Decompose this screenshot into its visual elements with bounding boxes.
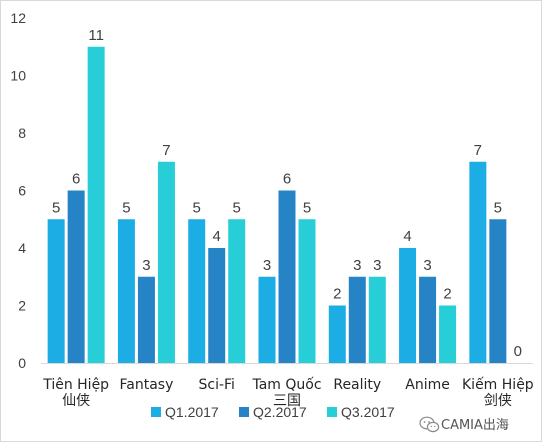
bar bbox=[87, 46, 105, 363]
data-label: 3 bbox=[142, 257, 150, 274]
data-label: 6 bbox=[72, 171, 80, 188]
legend-swatch bbox=[327, 407, 337, 417]
data-label: 3 bbox=[353, 257, 361, 274]
bar bbox=[278, 190, 296, 363]
x-tick-label: Sci-Fi bbox=[198, 377, 234, 393]
legend-label: Q2.2017 bbox=[253, 404, 307, 420]
data-label: 5 bbox=[52, 199, 60, 216]
x-tick-label: Tam Quốc 三国 bbox=[251, 376, 321, 409]
bar bbox=[47, 219, 65, 363]
bar bbox=[298, 219, 316, 363]
x-tick-label: Reality bbox=[333, 377, 381, 393]
bar bbox=[399, 248, 417, 363]
data-label: 3 bbox=[423, 257, 431, 274]
bar bbox=[368, 276, 386, 363]
x-axis: Tiên Hiệp 仙侠 Fantasy Sci-Fi Tam Quốc 三国 Realit… bbox=[42, 376, 534, 409]
legend-swatch bbox=[239, 407, 249, 417]
bar bbox=[137, 276, 155, 363]
y-tick-label: 2 bbox=[18, 298, 26, 314]
bar bbox=[328, 305, 346, 363]
bar bbox=[439, 305, 457, 363]
y-tick-label: 0 bbox=[18, 355, 26, 371]
data-label: 5 bbox=[193, 199, 201, 216]
x-tick-label: Kiếm Hiệp 剑侠 bbox=[462, 376, 534, 409]
data-label: 7 bbox=[162, 142, 170, 159]
data-label: 5 bbox=[122, 199, 130, 216]
wechat-icon bbox=[419, 416, 440, 433]
data-label: 3 bbox=[263, 257, 271, 274]
bar bbox=[188, 219, 206, 363]
y-axis: 0 2 4 6 8 10 12 bbox=[10, 10, 26, 371]
y-tick-label: 10 bbox=[10, 68, 26, 84]
legend-label: Q3.2017 bbox=[341, 404, 395, 420]
y-tick-label: 4 bbox=[18, 240, 26, 256]
bar bbox=[258, 276, 276, 363]
x-tick-label: Fantasy bbox=[119, 377, 173, 393]
y-tick-label: 6 bbox=[18, 183, 26, 199]
bar bbox=[348, 276, 366, 363]
watermark: CAMIA出海 bbox=[419, 416, 509, 433]
data-label: 4 bbox=[213, 228, 221, 245]
bar bbox=[419, 276, 437, 363]
data-label: 11 bbox=[88, 27, 104, 44]
legend-swatch bbox=[151, 407, 161, 417]
data-label: 0 bbox=[514, 343, 522, 360]
data-label: 5 bbox=[303, 199, 311, 216]
data-label: 4 bbox=[403, 228, 411, 245]
data-label: 7 bbox=[474, 142, 482, 159]
bars-group bbox=[47, 46, 507, 363]
bar bbox=[228, 219, 246, 363]
data-label: 5 bbox=[233, 199, 241, 216]
data-label: 2 bbox=[443, 286, 451, 303]
y-tick-label: 8 bbox=[18, 125, 26, 141]
watermark-text: CAMIA出海 bbox=[441, 418, 509, 433]
bar bbox=[117, 219, 135, 363]
x-tick-label: Anime bbox=[405, 377, 450, 393]
data-label: 6 bbox=[283, 171, 291, 188]
bar bbox=[208, 248, 226, 363]
data-label: 3 bbox=[373, 257, 381, 274]
x-tick-label: Tiên Hiệp 仙侠 bbox=[42, 377, 109, 409]
bar bbox=[67, 190, 85, 363]
legend-label: Q1.2017 bbox=[165, 404, 219, 420]
data-label: 2 bbox=[333, 286, 341, 303]
data-label: 5 bbox=[494, 199, 502, 216]
y-tick-label: 12 bbox=[10, 10, 26, 26]
bar bbox=[489, 219, 507, 363]
bar bbox=[469, 161, 487, 363]
bar bbox=[157, 161, 175, 363]
legend: Q1.2017 Q2.2017 Q3.2017 bbox=[151, 404, 395, 420]
